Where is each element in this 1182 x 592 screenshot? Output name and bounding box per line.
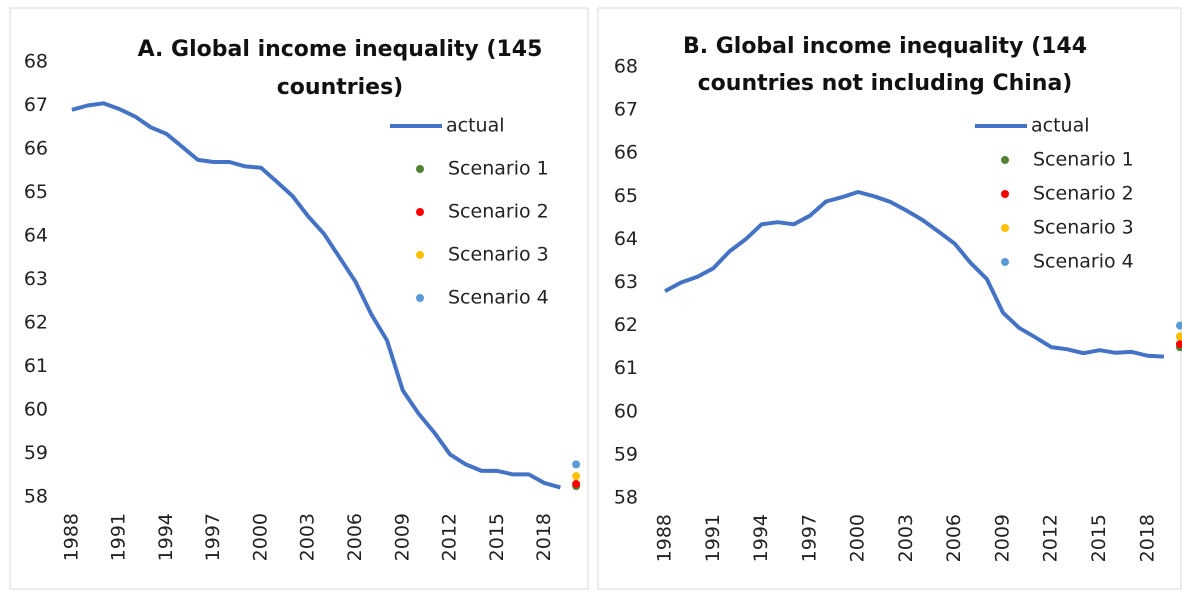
legend-label: Scenario 4 (448, 287, 549, 309)
x-tick-label: 2012 (1040, 514, 1062, 562)
x-tick-label: 2015 (486, 513, 508, 561)
x-tick-label: 1994 (750, 514, 772, 562)
x-tick-label: 2018 (533, 513, 555, 561)
y-tick-label: 58 (24, 486, 48, 508)
legend-label: actual (1031, 115, 1090, 137)
y-tick-label: 59 (24, 442, 48, 464)
x-tick-label: 1994 (155, 513, 177, 561)
legend-swatch (1001, 224, 1009, 232)
y-tick-label: 62 (614, 314, 638, 336)
legend-label: Scenario 2 (1033, 183, 1134, 205)
x-tick-label: 1991 (702, 514, 724, 562)
x-tick-label: 2015 (1088, 514, 1110, 562)
legend-label: Scenario 4 (1033, 251, 1134, 273)
series-point (572, 460, 581, 469)
x-tick-label: 1988 (654, 514, 676, 562)
y-tick-label: 68 (614, 56, 638, 78)
x-tick-label: 1997 (202, 513, 224, 561)
x-tick-label: 2003 (895, 514, 917, 562)
y-tick-label: 66 (24, 138, 48, 160)
y-tick-label: 65 (614, 185, 638, 207)
series-line (664, 190, 1164, 359)
chart-title: countries not including China) (698, 71, 1073, 96)
panel-border (597, 7, 1182, 590)
legend-swatch (1001, 156, 1009, 164)
legend-swatch (416, 165, 424, 173)
legend-swatch (416, 294, 424, 302)
x-tick-label: 2018 (1136, 514, 1158, 562)
legend-label: actual (446, 115, 505, 137)
y-tick-label: 67 (24, 94, 48, 116)
y-tick-label: 61 (614, 357, 638, 379)
chart-title: A. Global income inequality (145 (138, 37, 543, 62)
y-tick-label: 60 (24, 399, 48, 421)
legend-label: Scenario 3 (448, 244, 549, 266)
x-tick-label: 2012 (439, 513, 461, 561)
y-tick-label: 62 (24, 312, 48, 334)
legend-label: Scenario 3 (1033, 217, 1134, 239)
y-tick-label: 68 (24, 51, 48, 73)
y-tick-label: 67 (614, 99, 638, 121)
x-tick-label: 1988 (60, 513, 82, 561)
y-tick-label: 61 (24, 355, 48, 377)
y-tick-label: 64 (614, 228, 638, 250)
x-tick-label: 2006 (943, 514, 965, 562)
legend-label: Scenario 2 (448, 201, 549, 223)
series-point (1175, 321, 1182, 330)
y-tick-label: 65 (24, 181, 48, 203)
plot-area (71, 101, 581, 491)
legend-label: Scenario 1 (448, 158, 549, 180)
series-line (71, 101, 561, 490)
y-tick-label: 63 (614, 271, 638, 293)
x-tick-label: 2000 (847, 514, 869, 562)
x-tick-label: 2003 (297, 513, 319, 561)
legend-swatch (416, 208, 424, 216)
x-tick-label: 1997 (798, 514, 820, 562)
y-tick-label: 64 (24, 225, 48, 247)
y-tick-label: 66 (614, 142, 638, 164)
x-tick-label: 2009 (991, 514, 1013, 562)
series-point (1175, 340, 1182, 349)
y-tick-label: 58 (614, 487, 638, 509)
x-tick-label: 1991 (108, 513, 130, 561)
y-tick-label: 60 (614, 400, 638, 422)
legend-swatch (1001, 190, 1009, 198)
series-point (1175, 332, 1182, 341)
x-tick-label: 2000 (249, 513, 271, 561)
chart-title: B. Global income inequality (144 (683, 34, 1087, 59)
series-point (572, 479, 581, 488)
x-tick-label: 2009 (391, 513, 413, 561)
chart-title: countries) (277, 75, 403, 100)
legend-swatch (1001, 258, 1009, 266)
series-point (572, 472, 581, 481)
y-tick-label: 59 (614, 443, 638, 465)
y-tick-label: 63 (24, 268, 48, 290)
legend-label: Scenario 1 (1033, 149, 1134, 171)
x-tick-label: 2006 (344, 513, 366, 561)
plot-area (664, 190, 1182, 359)
legend-swatch (416, 251, 424, 259)
